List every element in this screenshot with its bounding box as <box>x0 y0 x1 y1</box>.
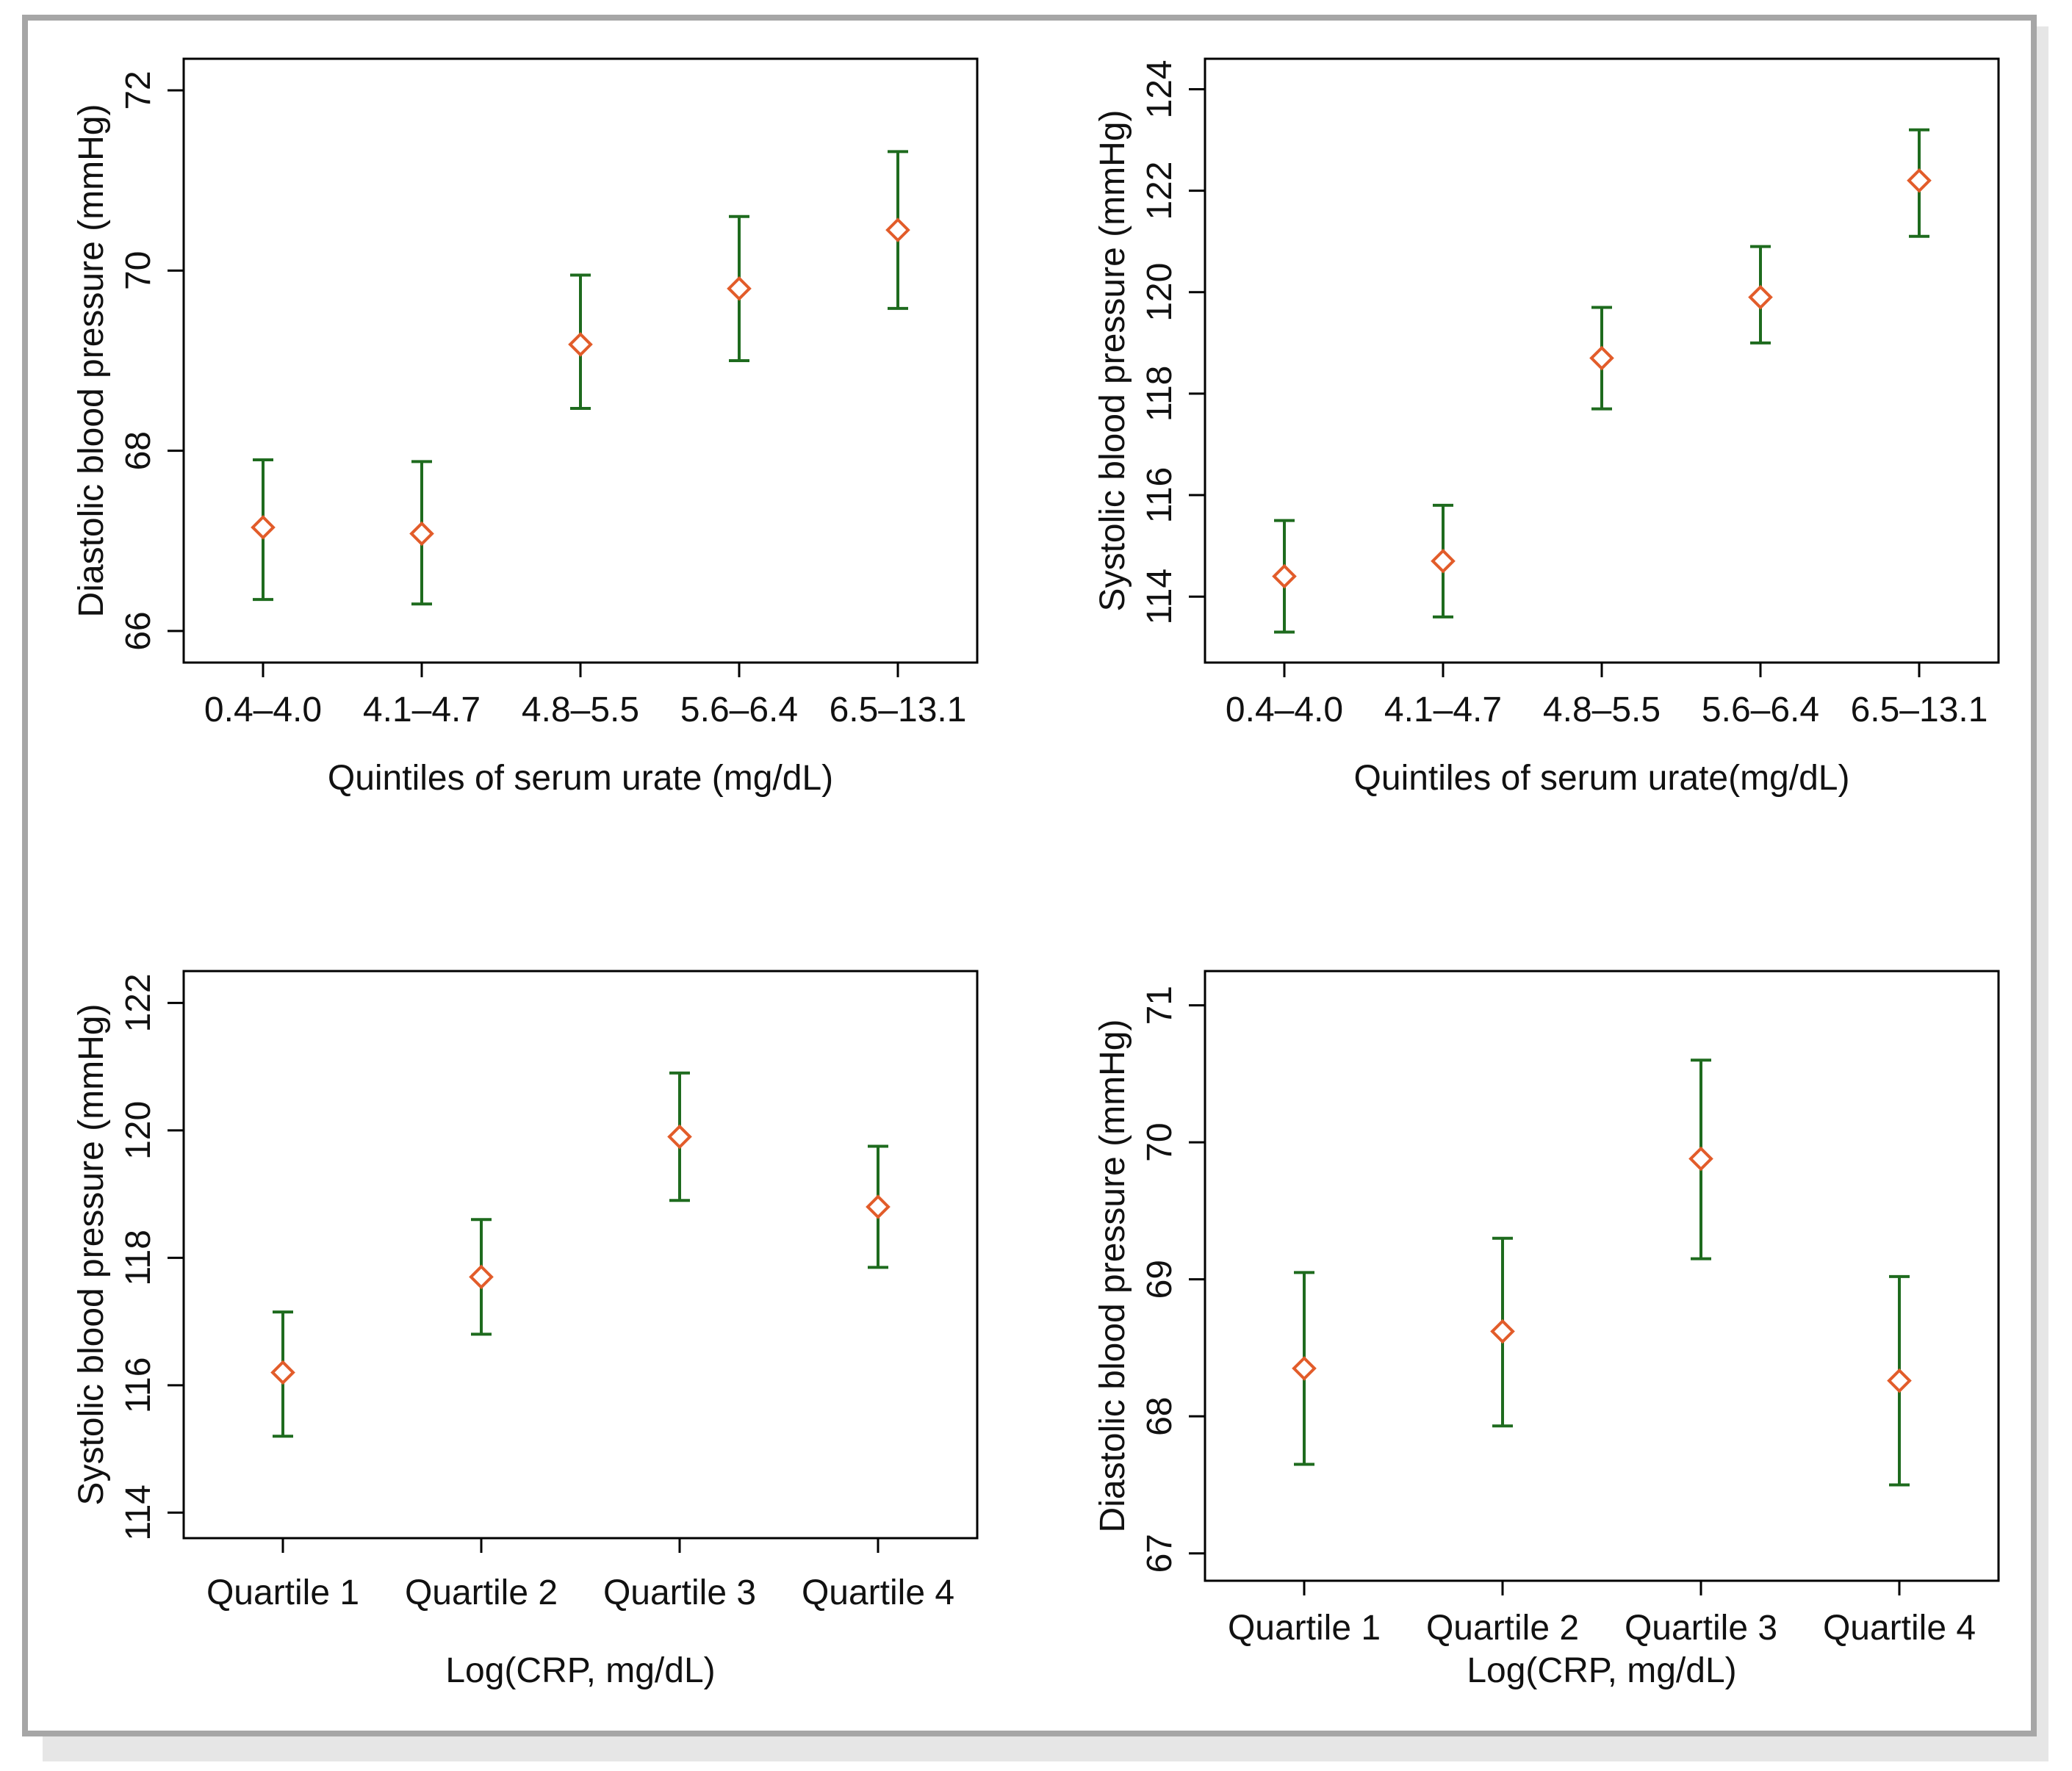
x-tick-label: 6.5–13.1 <box>1851 690 1988 729</box>
y-tick-label: 68 <box>1140 1396 1179 1435</box>
data-point-marker <box>885 217 910 242</box>
x-tick-label: Quartile 2 <box>405 1573 558 1612</box>
panel-serum-urate-diastolic: 66 68 70 72 0.4–4.0 4.1–4.7 4.8–5.5 5.6–6.4 6.5–… <box>72 57 979 798</box>
y-tick-label: 68 <box>119 431 158 470</box>
x-tick-label: 5.6–6.4 <box>1702 690 1819 729</box>
x-axis-label: Log(CRP, mg/dL) <box>445 1651 715 1690</box>
x-axis-label: Quintiles of serum urate(mg/dL) <box>1354 759 1850 798</box>
x-tick-label: Quartile 3 <box>603 1573 756 1612</box>
y-tick-label: 67 <box>1140 1534 1179 1573</box>
y-tick-label: 69 <box>1140 1260 1179 1299</box>
y-tick-label: 66 <box>119 611 158 650</box>
data-point-marker <box>1292 1356 1317 1381</box>
x-tick-label: 6.5–13.1 <box>830 690 967 729</box>
data-point-marker <box>568 332 593 357</box>
x-tick-label: Quartile 4 <box>802 1573 954 1612</box>
data-point-marker <box>270 1360 295 1385</box>
y-tick-label: 72 <box>119 71 158 109</box>
x-tick-label: 5.6–6.4 <box>680 690 798 729</box>
y-axis-label: Diastolic blood pressure (mmHg) <box>1093 1020 1132 1533</box>
data-point-marker <box>469 1264 494 1290</box>
plot-area <box>1204 970 2000 1582</box>
panel-crp-systolic: 114 116 118 120 122 Quartile 1 Quartile 2 Quart… <box>72 970 979 1690</box>
x-tick-label: 4.1–4.7 <box>363 690 481 729</box>
plot-area <box>182 970 979 1540</box>
data-point-marker <box>866 1194 891 1219</box>
data-point-marker <box>667 1124 692 1150</box>
data-point-marker <box>251 515 276 540</box>
y-tick-label: 71 <box>1140 986 1179 1025</box>
y-tick-label: 70 <box>1140 1122 1179 1161</box>
x-tick-label: 4.8–5.5 <box>1543 690 1661 729</box>
y-tick-label: 120 <box>119 1101 158 1160</box>
x-axis-label: Log(CRP, mg/dL) <box>1467 1651 1736 1690</box>
x-tick-label: Quartile 4 <box>1823 1609 1976 1648</box>
y-tick-label: 114 <box>1140 569 1179 625</box>
data-point-marker <box>1490 1319 1515 1344</box>
data-point-marker <box>1748 284 1773 310</box>
data-point-marker <box>1887 1368 1912 1393</box>
y-tick-label: 122 <box>119 973 158 1032</box>
y-tick-label: 114 <box>119 1485 158 1541</box>
data-point-marker <box>1907 167 1932 193</box>
y-axis-label: Systolic blood pressure (mmHg) <box>72 1004 111 1506</box>
y-tick-label: 124 <box>1140 59 1179 118</box>
y-tick-label: 118 <box>119 1230 158 1286</box>
y-tick-label: 116 <box>119 1357 158 1414</box>
y-tick-label: 120 <box>1140 263 1179 322</box>
y-tick-label: 70 <box>119 251 158 290</box>
y-axis-label: Diastolic blood pressure (mmHg) <box>72 104 111 618</box>
data-point-marker <box>1688 1146 1713 1172</box>
x-tick-label: Quartile 1 <box>1228 1609 1381 1648</box>
panel-crp-diastolic: 67 68 69 70 71 Quartile 1 Quartile 2 Quartile 3… <box>1093 970 2000 1690</box>
x-axis-label: Quintiles of serum urate (mg/dL) <box>328 759 833 798</box>
data-point-marker <box>1589 345 1614 371</box>
y-tick-label: 116 <box>1140 467 1179 524</box>
data-point-marker <box>1272 563 1297 589</box>
panel-serum-urate-systolic: 114 116 118 120 122 124 0.4–4.0 4.1–4.7 4.8–5.5 5… <box>1093 57 2000 798</box>
x-tick-label: 4.8–5.5 <box>522 690 639 729</box>
data-point-marker <box>409 521 434 547</box>
data-point-marker <box>727 276 752 301</box>
y-axis-label: Systolic blood pressure (mmHg) <box>1093 110 1132 612</box>
x-tick-label: Quartile 1 <box>206 1573 359 1612</box>
data-point-marker <box>1431 549 1456 574</box>
x-tick-label: 0.4–4.0 <box>1226 690 1343 729</box>
x-tick-label: 4.1–4.7 <box>1384 690 1502 729</box>
x-tick-label: Quartile 3 <box>1625 1609 1777 1648</box>
y-tick-label: 122 <box>1140 162 1179 220</box>
x-tick-label: Quartile 2 <box>1426 1609 1579 1648</box>
y-tick-label: 118 <box>1140 366 1179 422</box>
x-tick-label: 0.4–4.0 <box>204 690 322 729</box>
